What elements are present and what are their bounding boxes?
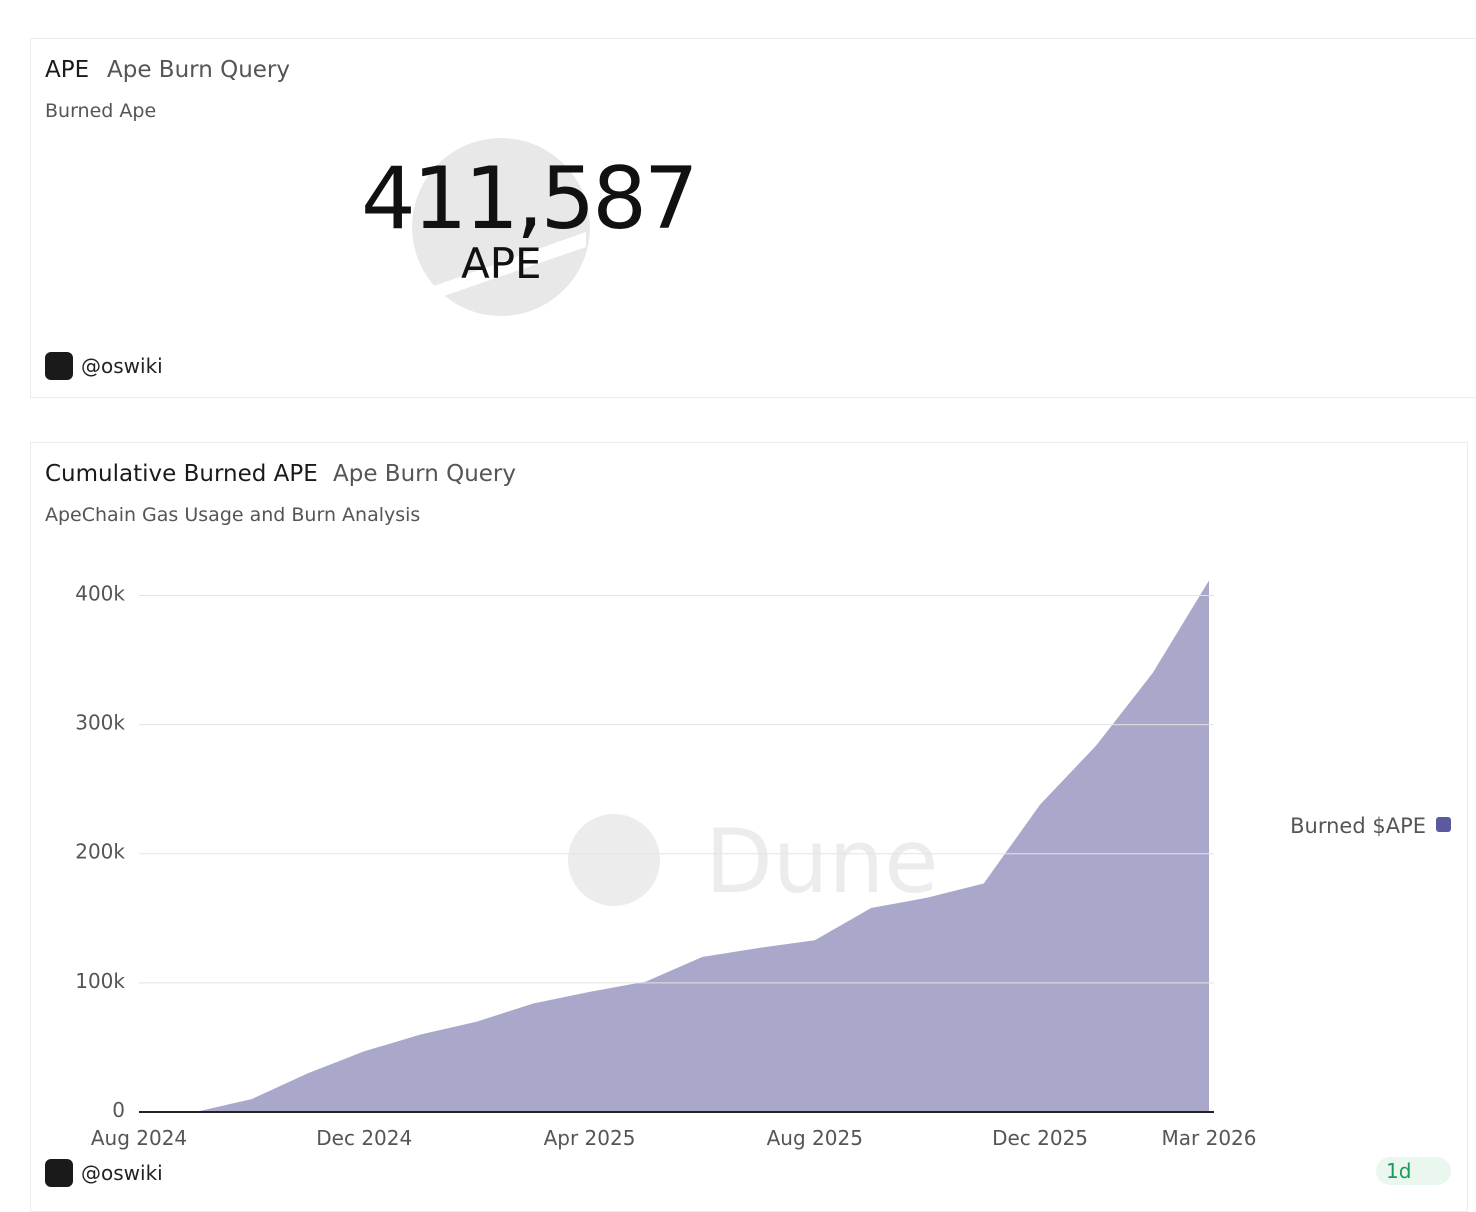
panel-subtitle: Burned Ape <box>45 100 157 122</box>
query-name[interactable]: Ape Burn Query <box>333 461 516 487</box>
counter-value: 411,587 <box>361 149 699 249</box>
chart-title: Cumulative Burned APE <box>45 461 318 487</box>
chart-panel: Cumulative Burned APE Ape Burn Query Ape… <box>30 442 1468 1212</box>
author[interactable]: @oswiki <box>81 354 163 378</box>
refresh-badge[interactable]: 1d <box>1376 1157 1452 1185</box>
chart-subtitle: ApeChain Gas Usage and Burn Analysis <box>45 504 421 526</box>
logo-watermark <box>412 138 590 316</box>
panel-title: APE <box>45 57 90 83</box>
author-avatar <box>45 1159 73 1187</box>
author-avatar <box>45 352 73 380</box>
author[interactable]: @oswiki <box>81 1161 163 1185</box>
query-name[interactable]: Ape Burn Query <box>107 57 290 83</box>
counter-panel: APE Ape Burn Query Burned Ape 411,587 AP… <box>30 38 1476 398</box>
counter-unit: APE <box>461 239 542 288</box>
